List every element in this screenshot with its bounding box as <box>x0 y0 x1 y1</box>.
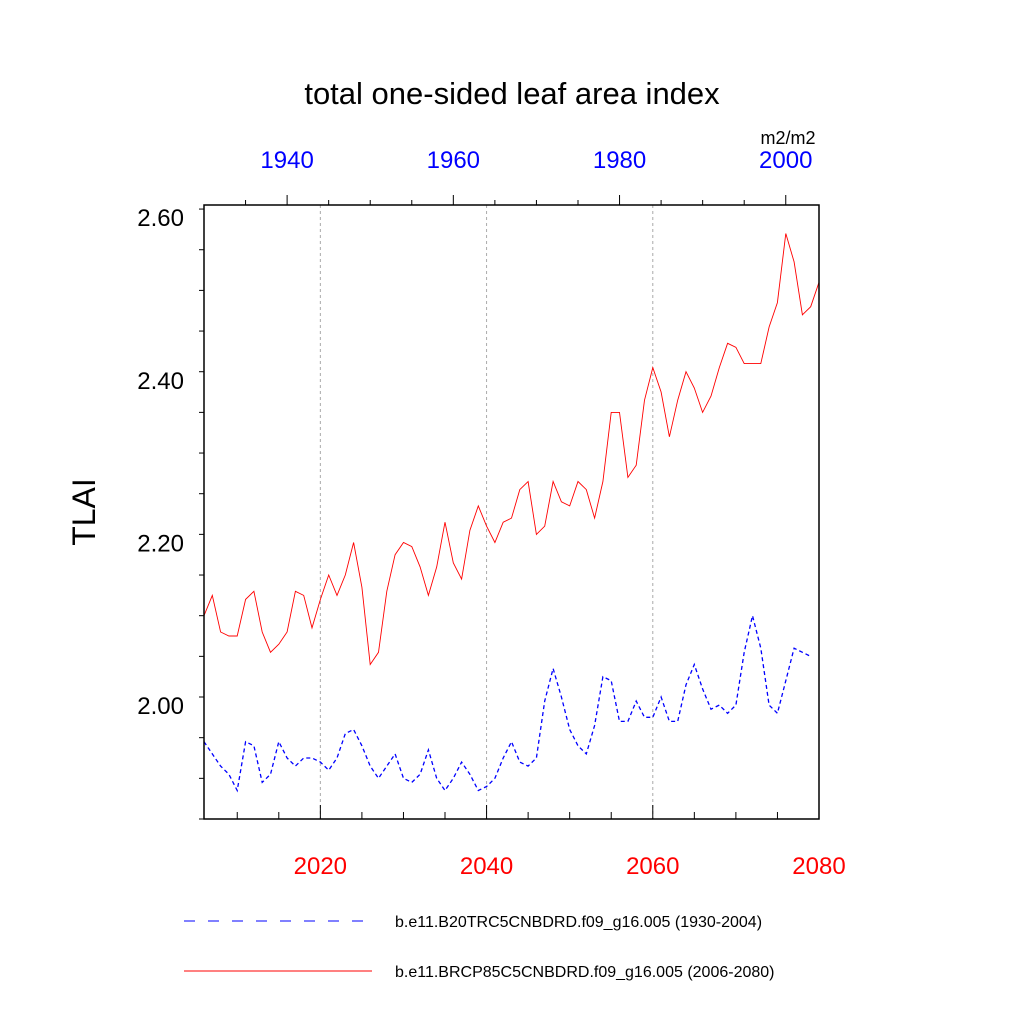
axes: 2.00 2.20 2.40 2.60 2020 2040 2060 2080 1940 1960… <box>137 147 845 880</box>
top-tick-label: 2000 <box>759 147 812 174</box>
bottom-tick-label: 2060 <box>626 853 679 880</box>
y-tick-label: 2.60 <box>137 205 184 232</box>
bottom-tick-label: 2040 <box>460 853 513 880</box>
top-tick-label: 1960 <box>427 147 480 174</box>
chart-title: total one-sided leaf area index <box>304 76 720 111</box>
bottom-tick-label: 2020 <box>294 853 347 880</box>
y-tick-label: 2.20 <box>137 530 184 557</box>
gridlines <box>319 205 654 819</box>
y-tick-label: 2.00 <box>137 693 184 720</box>
y-tick-label: 2.40 <box>137 368 184 395</box>
top-tick-label: 1940 <box>260 147 313 174</box>
series-lines <box>203 233 820 793</box>
plot-frame <box>203 204 820 820</box>
bottom-tick-label: 2080 <box>792 853 845 880</box>
series-line-0 <box>203 615 811 793</box>
units-label: m2/m2 <box>760 128 815 148</box>
series-line-1 <box>203 233 820 666</box>
legend-label-rcp85: b.e11.BRCP85C5CNBDRD.f09_g16.005 (2006-2… <box>395 964 774 981</box>
top-tick-label: 1980 <box>593 147 646 174</box>
legend-label-hist: b.e11.B20TRC5CNBDRD.f09_g16.005 (1930-20… <box>395 914 762 931</box>
legend: b.e11.B20TRC5CNBDRD.f09_g16.005 (1930-20… <box>184 914 774 981</box>
y-axis-label: TLAI <box>66 478 102 546</box>
